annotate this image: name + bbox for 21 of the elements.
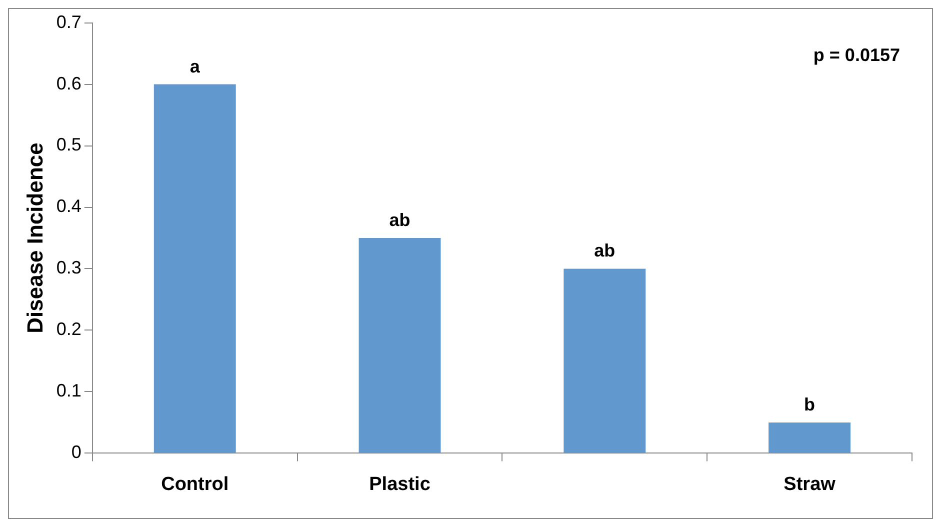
- y-tick-label: 0.1: [56, 380, 82, 401]
- bar: [154, 84, 236, 453]
- y-tick-label: 0.4: [56, 196, 82, 216]
- y-tick-label: 0.7: [56, 12, 82, 32]
- x-tick-label: Straw: [784, 474, 836, 495]
- y-tick-label: 0.2: [56, 319, 82, 340]
- data-label: b: [804, 394, 816, 414]
- y-tick-label: 0.6: [56, 73, 82, 94]
- data-label: a: [190, 56, 201, 76]
- data-label: ab: [389, 210, 410, 230]
- bar: [768, 422, 851, 453]
- x-tick-label: Control: [161, 474, 229, 495]
- y-tick-label: 0.5: [56, 134, 82, 155]
- data-label: ab: [594, 240, 616, 261]
- bar: [358, 238, 441, 453]
- bar: [564, 268, 646, 453]
- y-tick-label: 0: [71, 442, 82, 462]
- x-tick-label: Plastic: [369, 474, 431, 495]
- y-tick-label: 0.3: [56, 258, 82, 278]
- annotation: p = 0.0157: [813, 44, 900, 65]
- y-axis-title: Disease Incidence: [22, 142, 48, 334]
